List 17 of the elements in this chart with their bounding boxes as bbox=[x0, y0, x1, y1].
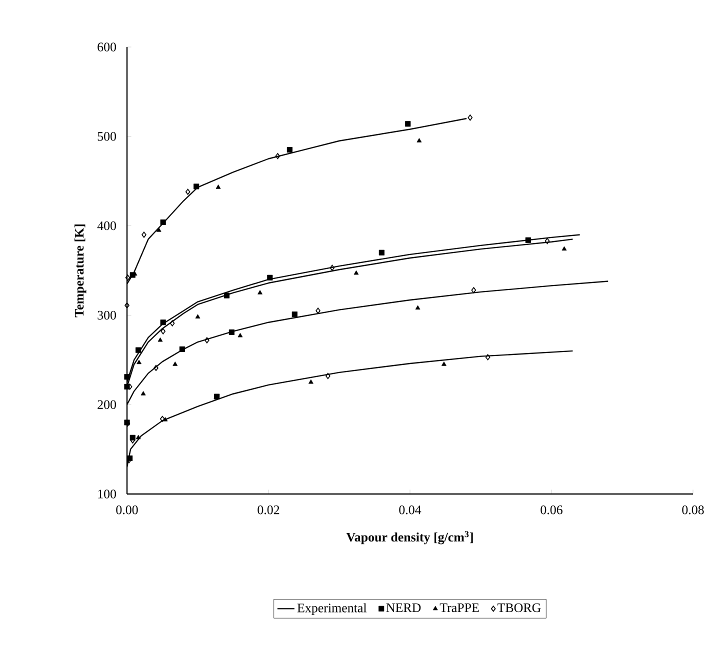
y-tick-label: 200 bbox=[98, 400, 116, 409]
x-tick-label: 0.02 bbox=[258, 505, 280, 514]
legend-label: TraPPE bbox=[440, 603, 479, 612]
legend-label: Experimental bbox=[297, 603, 367, 615]
y-tick-label: 100 bbox=[98, 490, 116, 498]
y-tick-label: 500 bbox=[98, 132, 116, 141]
y-tick-label: 400 bbox=[97, 221, 116, 230]
y-tick-label: 600 bbox=[98, 42, 116, 52]
y-tick-label: 300 bbox=[98, 310, 116, 320]
legend-label: NERD bbox=[386, 603, 421, 612]
y-axis-title: Temperature [K] bbox=[74, 224, 86, 318]
x-tick-label: 0.04 bbox=[399, 505, 422, 514]
x-tick-label: 0.08 bbox=[682, 505, 704, 514]
x-tick-label: 0.06 bbox=[540, 505, 562, 514]
x-tick-label: 0.00 bbox=[116, 505, 138, 514]
x-axis-title: Vapour density [g/cm$^{3}$] bbox=[346, 531, 473, 544]
legend-label: TBORG bbox=[498, 603, 541, 612]
